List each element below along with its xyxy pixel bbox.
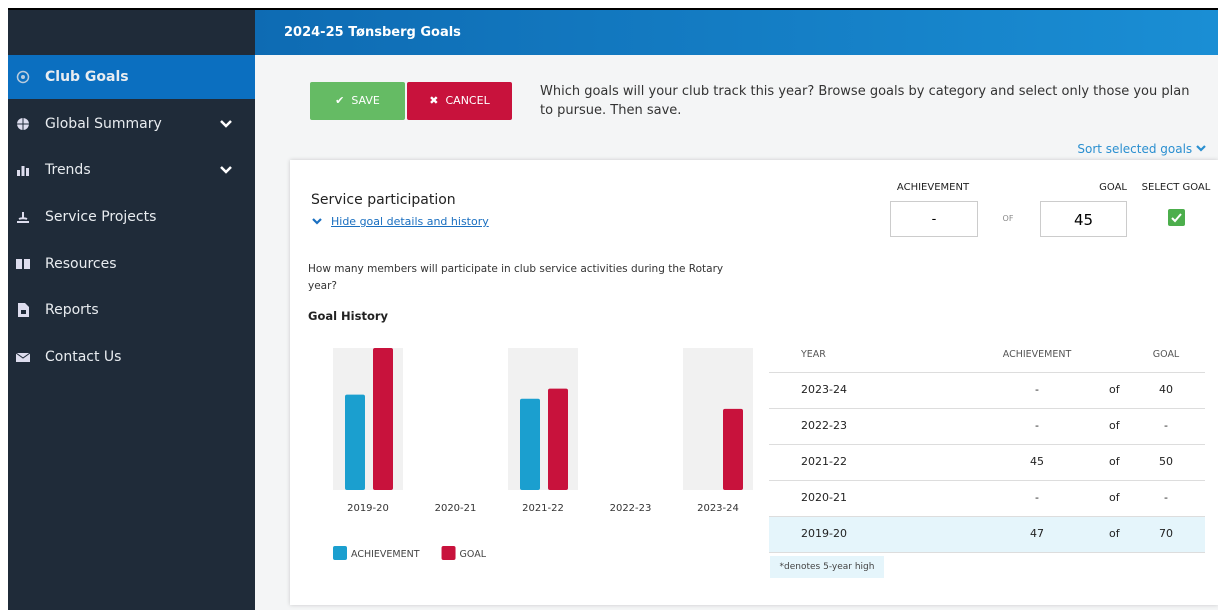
- table-cell: 40: [1159, 383, 1173, 396]
- cancel-label: CANCEL: [445, 94, 490, 107]
- goal-description: How many members will participate in clu…: [308, 263, 724, 292]
- table-cell: of: [1109, 455, 1120, 468]
- instructions: Which goals will your club track this ye…: [540, 84, 1190, 118]
- nav-item[interactable]: Service Projects: [8, 195, 255, 239]
- table-cell: 2021-22: [801, 455, 847, 468]
- legend-label: ACHIEVEMENT: [351, 549, 420, 560]
- x-tick-label: 2021-22: [522, 503, 564, 514]
- row-highlight: [769, 517, 1205, 552]
- icon: [17, 166, 29, 176]
- table-cell: of: [1109, 419, 1120, 432]
- nav-item[interactable]: Contact Us: [8, 335, 255, 379]
- column-header: GOAL: [1152, 349, 1180, 360]
- page-header: 2024-25 Tønsberg Goals: [255, 10, 1218, 55]
- table-cell: 2023-24: [801, 383, 847, 396]
- nav-label: Contact Us: [45, 349, 122, 365]
- table-cell: 2020-21: [801, 491, 847, 504]
- row-divider: [769, 552, 1205, 553]
- table-cell: of: [1109, 527, 1120, 540]
- save-button[interactable]: ✔ SAVE: [310, 82, 405, 120]
- table-cell: 2022-23: [801, 419, 847, 432]
- table-cell: 50: [1159, 455, 1173, 468]
- nav-item[interactable]: Reports: [8, 288, 255, 332]
- nav-item[interactable]: Club Goals: [8, 55, 255, 99]
- x-tick-label: 2020-21: [435, 503, 477, 514]
- table-cell: -: [1164, 419, 1168, 432]
- save-label: SAVE: [351, 94, 380, 107]
- table-cell: -: [1035, 419, 1039, 432]
- of-label: OF: [1002, 214, 1014, 223]
- chevron: [220, 166, 232, 174]
- select-label: SELECT GOAL: [1141, 182, 1211, 193]
- row-divider: [769, 372, 1205, 373]
- row-divider: [769, 444, 1205, 445]
- nav-label: Reports: [45, 302, 99, 318]
- footnote: *denotes 5-year high: [770, 556, 884, 578]
- history-title: Goal History: [308, 309, 389, 323]
- sort-label: Sort selected goals: [1077, 142, 1193, 156]
- table-cell: 2019-20: [801, 527, 847, 540]
- nav-label: Club Goals: [45, 69, 129, 85]
- nav-item[interactable]: Global Summary: [8, 102, 255, 146]
- cancel-button[interactable]: ✖ CANCEL: [407, 82, 512, 120]
- goal-label: GOAL: [1099, 182, 1127, 193]
- chevron: [312, 218, 322, 225]
- nav-item[interactable]: Resources: [8, 242, 255, 286]
- bar: [345, 394, 365, 490]
- chevron: [1196, 145, 1206, 152]
- x-tick-label: 2019-20: [347, 503, 389, 514]
- sidebar: Club Goals Global Summary Trends Service…: [8, 10, 255, 610]
- sort-link[interactable]: Sort selected goals: [1077, 142, 1206, 156]
- table-cell: 47: [1030, 527, 1044, 540]
- x-tick-label: 2022-23: [610, 503, 652, 514]
- nav-label: Resources: [45, 256, 117, 272]
- legend-swatch: [441, 546, 456, 560]
- nav-item[interactable]: Trends: [8, 148, 255, 192]
- bar: [723, 408, 743, 490]
- icon: [16, 70, 30, 84]
- toggle-link[interactable]: Hide goal details and history: [331, 215, 489, 228]
- row-divider: [769, 408, 1205, 409]
- column-header: ACHIEVEMENT: [1002, 349, 1072, 360]
- icon: [18, 303, 29, 317]
- page-title: 2024-25 Tønsberg Goals: [284, 25, 461, 40]
- goal-name: Service participation: [311, 192, 456, 208]
- legend-label: GOAL: [460, 549, 487, 560]
- icon: [17, 212, 29, 223]
- table-cell: -: [1164, 491, 1168, 504]
- bar: [548, 388, 568, 490]
- table-cell: 45: [1030, 455, 1044, 468]
- x-tick-label: 2023-24: [697, 503, 739, 514]
- table-cell: -: [1035, 383, 1039, 396]
- table-cell: of: [1109, 383, 1120, 396]
- chevron: [220, 120, 232, 128]
- bar: [520, 398, 540, 490]
- row-divider: [769, 516, 1205, 517]
- row-divider: [769, 480, 1205, 481]
- achievement-input[interactable]: -: [890, 201, 978, 237]
- bar: [373, 348, 393, 490]
- nav-label: Global Summary: [45, 116, 162, 132]
- table-cell: 70: [1159, 527, 1173, 540]
- legend-swatch: [333, 546, 347, 560]
- table-cell: -: [1035, 491, 1039, 504]
- goal-input[interactable]: 45: [1040, 201, 1127, 237]
- icon: [16, 259, 30, 269]
- history-chart: 2019-20 2020-21 2021-22 2022-23 2023-24 ACHIE…: [333, 348, 753, 560]
- table-cell: of: [1109, 491, 1120, 504]
- history-table: YEAR ACHIEVEMENT GOAL 2023-24 - of 40 2022-23 - o…: [769, 340, 1205, 555]
- column-header: YEAR: [801, 349, 826, 360]
- nav-label: Service Projects: [45, 209, 157, 225]
- select-checkbox[interactable]: [1168, 209, 1185, 226]
- nav-label: Trends: [45, 162, 91, 178]
- icon: [16, 352, 30, 362]
- icon: [17, 118, 29, 130]
- achievement-label: ACHIEVEMENT: [896, 182, 970, 193]
